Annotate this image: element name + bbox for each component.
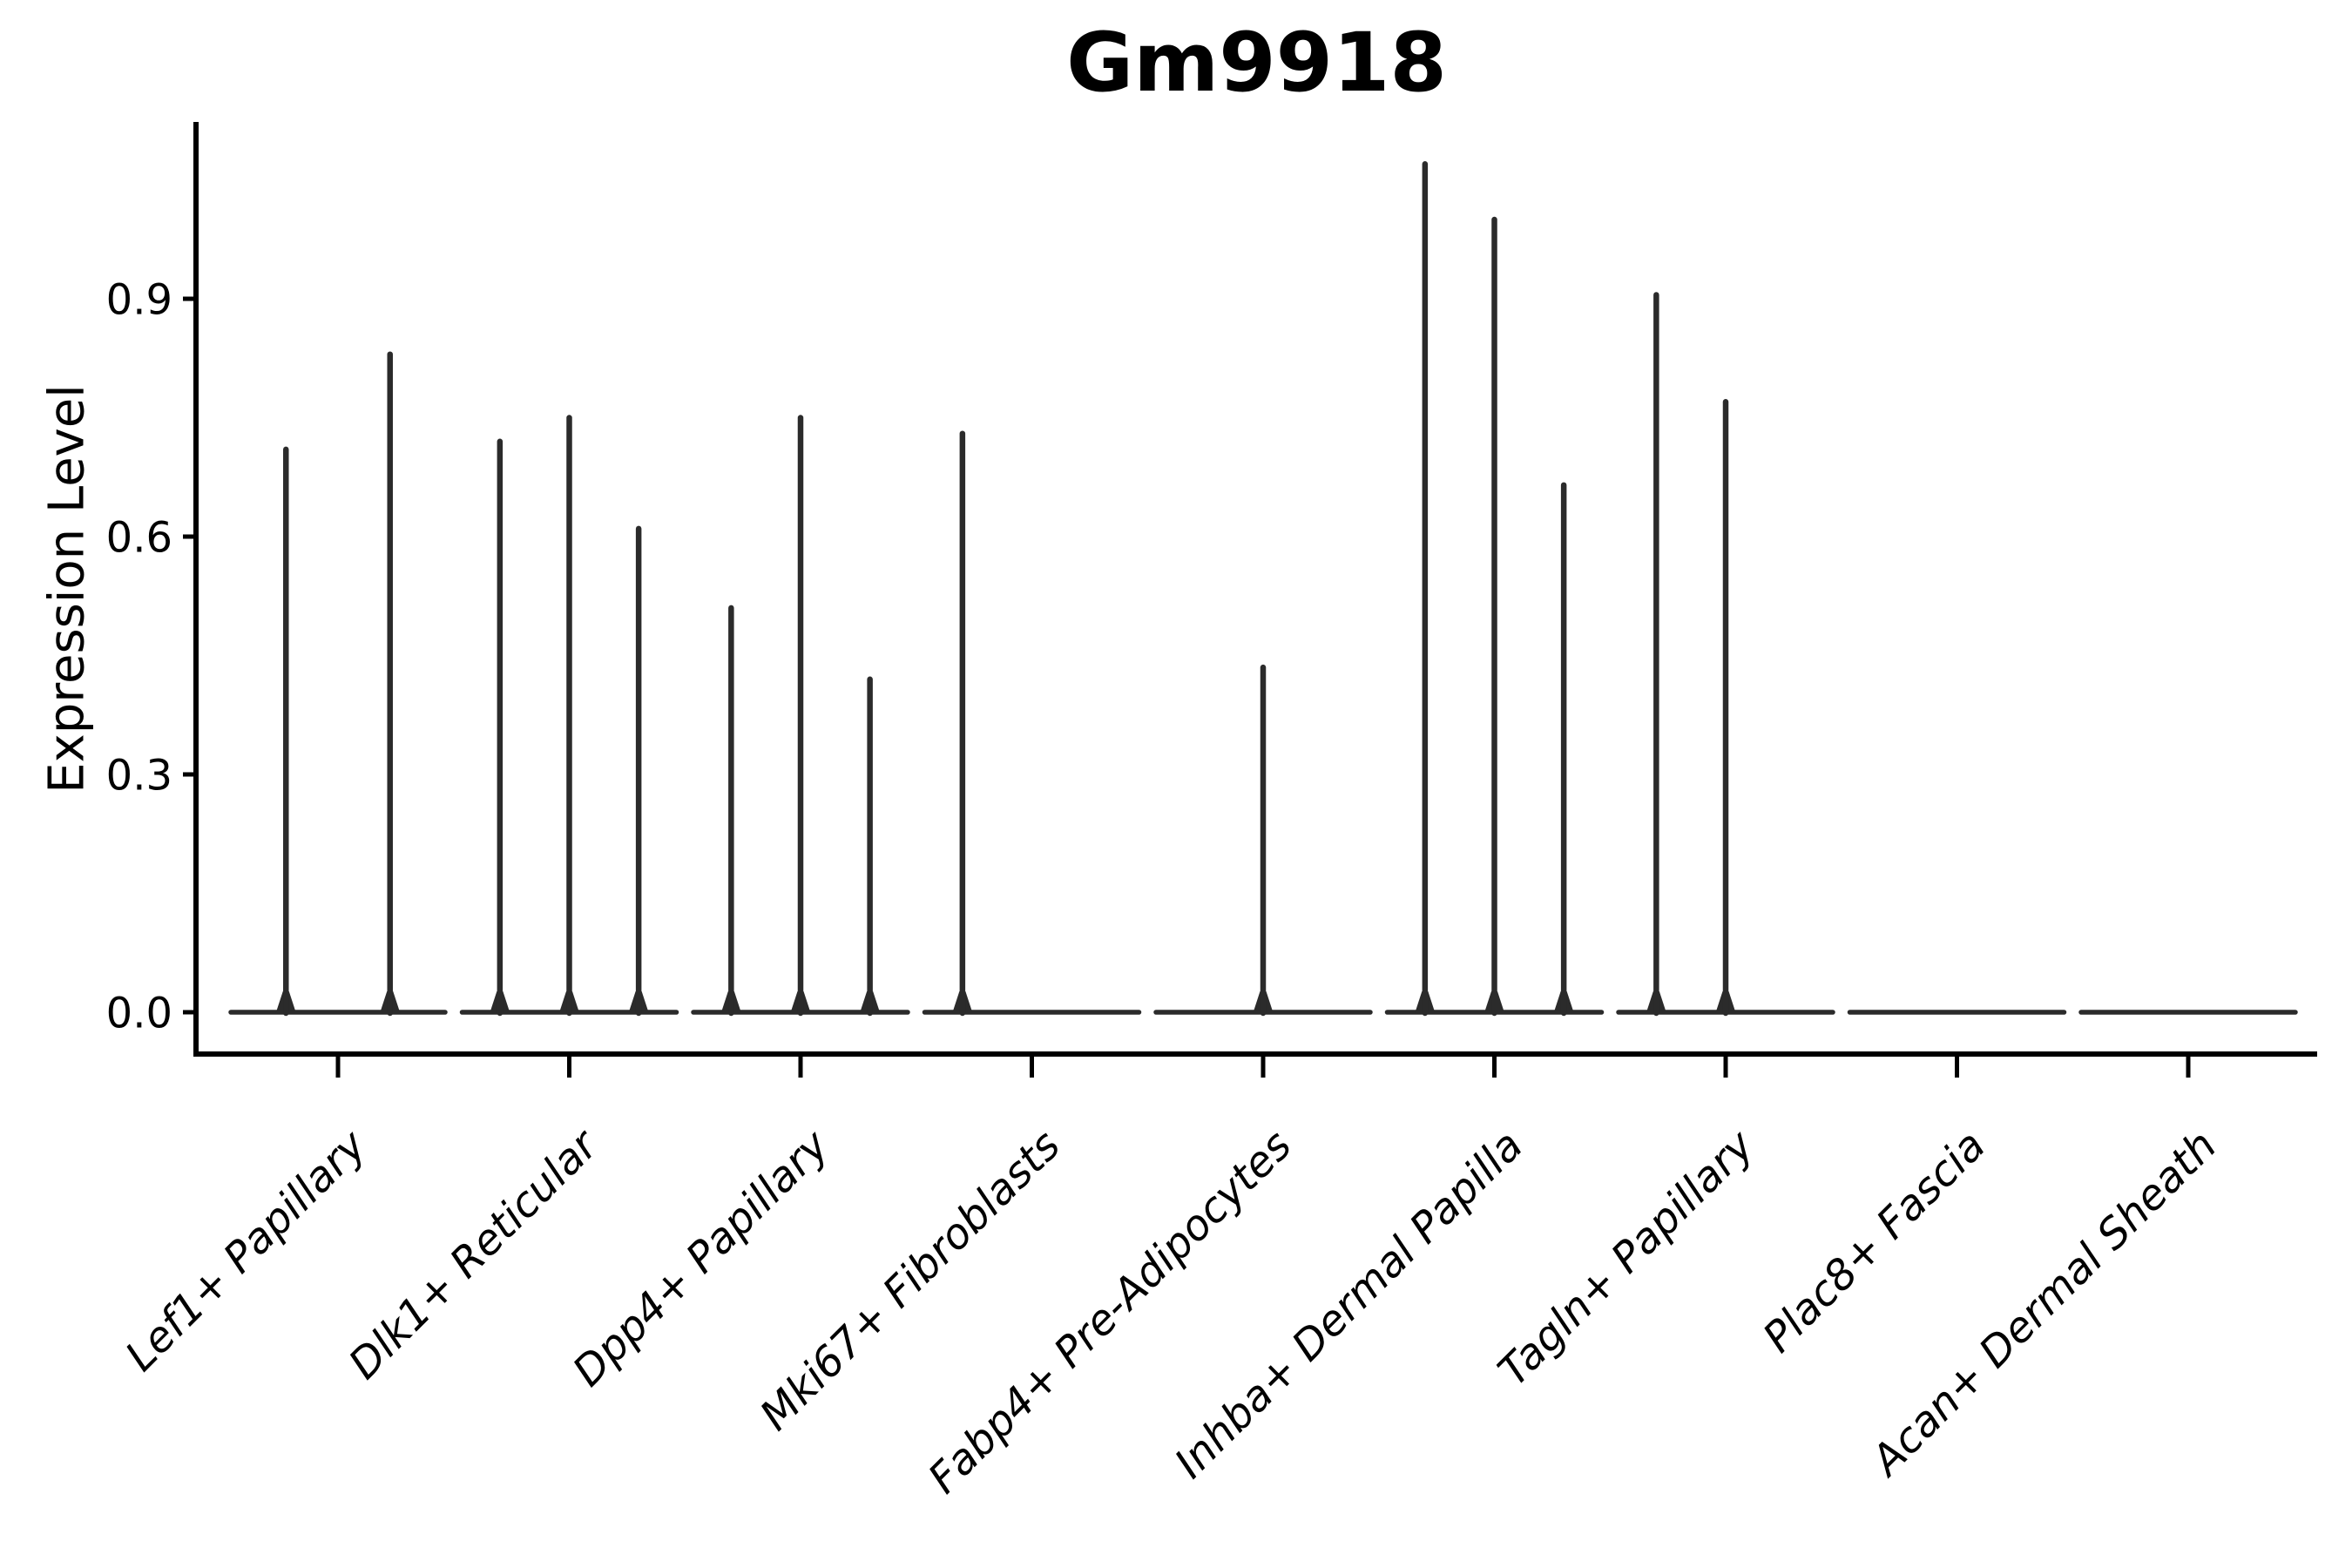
y-tick-label: 0.6 xyxy=(106,513,172,562)
x-tick-label: Lef1+ Papillary xyxy=(116,1120,376,1381)
y-tick-label: 0.3 xyxy=(106,751,172,800)
y-axis-label: Expression Level xyxy=(38,384,96,794)
chart-title: Gm9918 xyxy=(1066,16,1447,111)
x-tick-label: Plac8+ Fascia xyxy=(1754,1121,1995,1362)
x-tick-label: Fabp4+ Pre-Adipocytes xyxy=(919,1121,1301,1504)
y-tick-label: 0.0 xyxy=(106,989,172,1037)
x-tick-label: Dlk1+ Reticular xyxy=(340,1119,610,1389)
y-tick-label: 0.9 xyxy=(106,275,172,324)
x-tick-label: Tagln+ Papillary xyxy=(1489,1120,1764,1396)
x-tick-label: Dpp4+ Papillary xyxy=(564,1120,839,1396)
